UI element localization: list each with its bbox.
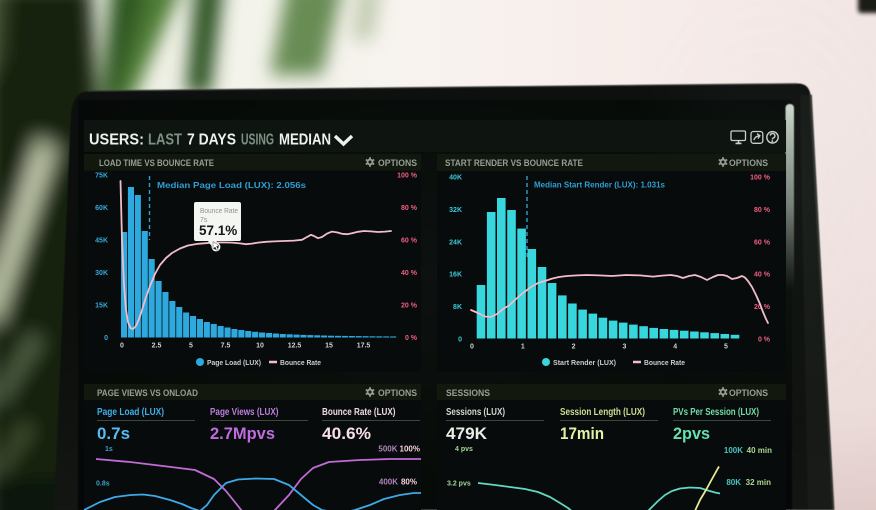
svg-text:1s: 1s bbox=[105, 446, 113, 453]
svg-text:Median Page Load (LUX): 2.056s: Median Page Load (LUX): 2.056s bbox=[157, 180, 306, 190]
svg-text:SESSIONS: SESSIONS bbox=[446, 388, 490, 399]
svg-text:100 %: 100 % bbox=[750, 175, 771, 182]
svg-text:2pvs: 2pvs bbox=[673, 424, 710, 443]
svg-text:40 min: 40 min bbox=[747, 446, 772, 455]
svg-text:5: 5 bbox=[189, 343, 193, 350]
svg-text:2.5: 2.5 bbox=[152, 343, 162, 350]
svg-text:OPTIONS: OPTIONS bbox=[729, 158, 768, 169]
svg-text:32K: 32K bbox=[449, 207, 462, 214]
svg-text:60 %: 60 % bbox=[754, 239, 771, 246]
svg-text:USERS:: USERS: bbox=[89, 132, 144, 149]
svg-text:17.5: 17.5 bbox=[357, 343, 371, 350]
svg-text:Start Render (LUX): Start Render (LUX) bbox=[553, 358, 616, 367]
svg-text:40K: 40K bbox=[449, 175, 462, 182]
svg-text:LOAD TIME VS BOUNCE RATE: LOAD TIME VS BOUNCE RATE bbox=[99, 158, 214, 169]
svg-text:2.7Mpvs: 2.7Mpvs bbox=[210, 424, 275, 443]
svg-text:Page Load (LUX): Page Load (LUX) bbox=[97, 407, 164, 418]
svg-text:0.8s: 0.8s bbox=[96, 481, 110, 488]
svg-text:17min: 17min bbox=[560, 424, 604, 443]
svg-text:12.5: 12.5 bbox=[288, 343, 302, 350]
svg-text:MEDIAN: MEDIAN bbox=[279, 132, 331, 149]
svg-text:20 %: 20 % bbox=[754, 304, 771, 311]
svg-text:PAGE VIEWS VS ONLOAD: PAGE VIEWS VS ONLOAD bbox=[97, 388, 198, 399]
svg-text:LAST: LAST bbox=[148, 132, 182, 149]
svg-text:45K: 45K bbox=[95, 238, 108, 245]
svg-text:3.2 pvs: 3.2 pvs bbox=[447, 481, 471, 488]
svg-text:57.1%: 57.1% bbox=[199, 223, 237, 238]
svg-text:32 min: 32 min bbox=[746, 478, 771, 487]
svg-text:2: 2 bbox=[572, 344, 576, 351]
svg-text:Sessions (LUX): Sessions (LUX) bbox=[446, 407, 505, 418]
svg-text:START RENDER VS BOUNCE RATE: START RENDER VS BOUNCE RATE bbox=[445, 158, 583, 169]
svg-text:40 %: 40 % bbox=[754, 272, 771, 279]
svg-text:40.6%: 40.6% bbox=[322, 424, 371, 443]
svg-text:20 %: 20 % bbox=[401, 303, 418, 310]
svg-text:7 DAYS: 7 DAYS bbox=[187, 132, 236, 149]
svg-text:500K: 500K bbox=[378, 445, 397, 454]
svg-text:PVs Per Session (LUX): PVs Per Session (LUX) bbox=[673, 407, 759, 418]
svg-text:0.7s: 0.7s bbox=[97, 424, 130, 443]
svg-text:80K: 80K bbox=[726, 478, 741, 487]
svg-text:400K: 400K bbox=[379, 478, 398, 487]
svg-text:100 %: 100 % bbox=[397, 173, 418, 180]
svg-text:100%: 100% bbox=[400, 445, 420, 454]
svg-text:80%: 80% bbox=[401, 478, 417, 487]
svg-text:Bounce Rate: Bounce Rate bbox=[644, 358, 685, 367]
svg-text:8K: 8K bbox=[453, 304, 462, 311]
svg-text:Page Views (LUX): Page Views (LUX) bbox=[210, 407, 279, 418]
svg-text:5: 5 bbox=[724, 344, 728, 351]
svg-text:3: 3 bbox=[622, 344, 626, 351]
svg-text:OPTIONS: OPTIONS bbox=[378, 388, 417, 399]
svg-text:4: 4 bbox=[673, 344, 677, 351]
svg-text:16K: 16K bbox=[449, 272, 462, 279]
svg-text:0: 0 bbox=[120, 343, 124, 350]
svg-text:80 %: 80 % bbox=[401, 205, 418, 212]
svg-text:100K: 100K bbox=[724, 446, 743, 455]
svg-text:Bounce Rate: Bounce Rate bbox=[280, 358, 321, 367]
svg-text:15: 15 bbox=[325, 343, 333, 350]
svg-text:30K: 30K bbox=[95, 270, 108, 277]
svg-text:Page Load (LUX): Page Load (LUX) bbox=[207, 358, 261, 367]
svg-text:7s: 7s bbox=[200, 217, 208, 224]
svg-text:1: 1 bbox=[521, 344, 525, 351]
svg-text:75K: 75K bbox=[95, 173, 108, 180]
svg-text:Session Length (LUX): Session Length (LUX) bbox=[560, 407, 645, 418]
svg-text:Bounce Rate (LUX): Bounce Rate (LUX) bbox=[322, 407, 396, 418]
svg-text:OPTIONS: OPTIONS bbox=[378, 158, 417, 169]
svg-text:0 %: 0 % bbox=[405, 335, 418, 342]
svg-text:0: 0 bbox=[458, 337, 462, 344]
svg-text:Bounce Rate: Bounce Rate bbox=[200, 208, 238, 215]
svg-text:15K: 15K bbox=[95, 303, 108, 310]
svg-text:Median Start Render (LUX): 1.0: Median Start Render (LUX): 1.031s bbox=[534, 180, 665, 190]
svg-text:0: 0 bbox=[104, 335, 108, 342]
svg-text:80 %: 80 % bbox=[754, 207, 771, 214]
svg-text:479K: 479K bbox=[446, 424, 488, 443]
svg-text:4 pvs: 4 pvs bbox=[455, 446, 473, 453]
svg-text:40 %: 40 % bbox=[401, 270, 418, 277]
svg-text:0: 0 bbox=[470, 344, 474, 351]
svg-text:USING: USING bbox=[241, 132, 274, 149]
svg-text:10: 10 bbox=[256, 343, 264, 350]
svg-text:60K: 60K bbox=[95, 205, 108, 212]
svg-text:OPTIONS: OPTIONS bbox=[729, 388, 768, 399]
svg-text:7.5: 7.5 bbox=[221, 343, 231, 350]
svg-text:0 %: 0 % bbox=[758, 337, 771, 344]
svg-text:24K: 24K bbox=[449, 239, 462, 246]
svg-text:60 %: 60 % bbox=[401, 238, 418, 245]
